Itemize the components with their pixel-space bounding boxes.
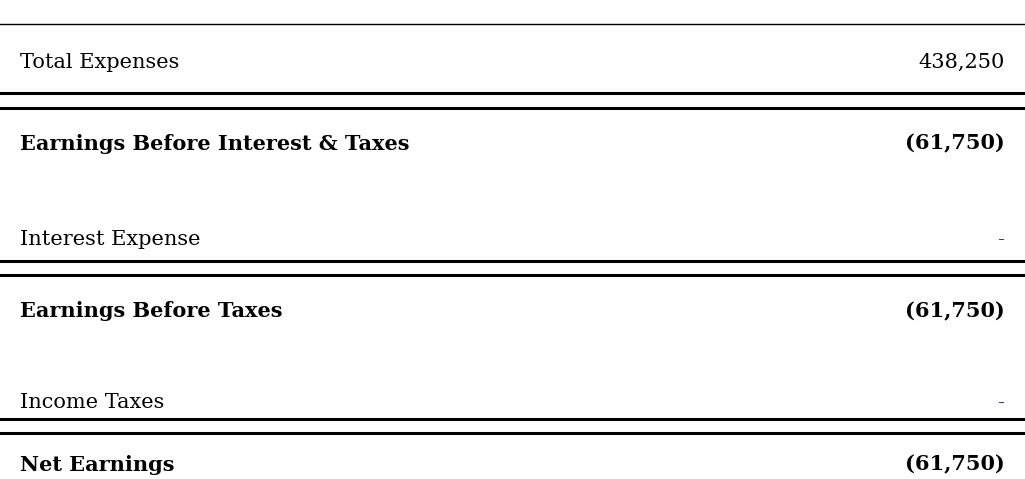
Text: Interest Expense: Interest Expense [20, 230, 201, 249]
Text: (61,750): (61,750) [905, 301, 1004, 321]
Text: Earnings Before Interest & Taxes: Earnings Before Interest & Taxes [20, 134, 410, 154]
Text: Earnings Before Taxes: Earnings Before Taxes [20, 301, 283, 321]
Text: Net Earnings: Net Earnings [20, 455, 175, 475]
Text: Total Expenses: Total Expenses [20, 53, 179, 72]
Text: -: - [997, 393, 1004, 412]
Text: -: - [997, 230, 1004, 249]
Text: Income Taxes: Income Taxes [20, 393, 165, 412]
Text: (61,750): (61,750) [905, 455, 1004, 475]
Text: 438,250: 438,250 [918, 53, 1004, 72]
Text: (61,750): (61,750) [905, 134, 1004, 154]
